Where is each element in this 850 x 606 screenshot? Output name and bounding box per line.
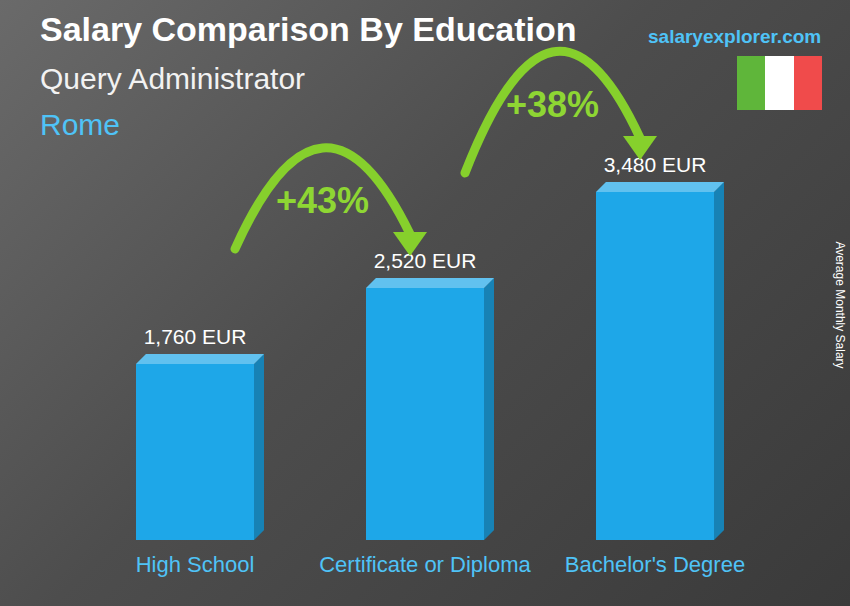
svg-text:Certificate or Diploma: Certificate or Diploma [319, 552, 531, 577]
svg-text:+43%: +43% [276, 180, 369, 221]
html-text:Average Monthly Salary: Average Monthly Salary [833, 241, 847, 369]
html-text:Salary Comparison By Education: Salary Comparison By Education [40, 10, 577, 48]
svg-text:High School: High School [136, 552, 255, 577]
svg-text:3,480 EUR: 3,480 EUR [604, 153, 707, 176]
svg-text:2,520 EUR: 2,520 EUR [374, 249, 477, 272]
svg-text:+38%: +38% [506, 84, 599, 125]
html-text:Query Administrator: Query Administrator [40, 62, 306, 95]
html-text:Rome: Rome [40, 108, 120, 141]
svg-text:1,760 EUR: 1,760 EUR [144, 325, 247, 348]
svg-text:Bachelor's Degree: Bachelor's Degree [565, 552, 745, 577]
html-text:salaryexplorer.com: salaryexplorer.com [648, 26, 822, 47]
